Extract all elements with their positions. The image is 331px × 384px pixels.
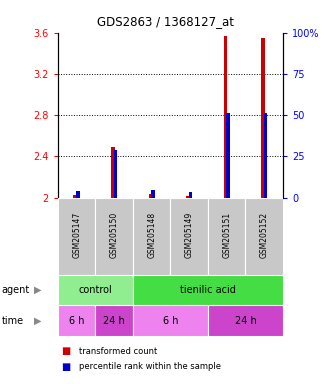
Bar — [58, 305, 95, 336]
Text: ▶: ▶ — [34, 316, 42, 326]
Bar — [58, 198, 95, 275]
Bar — [114, 150, 118, 198]
Text: transformed count: transformed count — [79, 347, 158, 356]
Text: ■: ■ — [61, 346, 71, 356]
Bar — [223, 36, 227, 198]
Text: 6 h: 6 h — [69, 316, 84, 326]
Text: GSM205151: GSM205151 — [222, 212, 231, 258]
Text: GSM205149: GSM205149 — [185, 212, 194, 258]
Text: ▶: ▶ — [34, 285, 42, 295]
Text: agent: agent — [2, 285, 30, 295]
Bar — [73, 195, 77, 198]
Bar — [226, 113, 230, 198]
Bar — [149, 194, 152, 198]
Bar — [186, 196, 190, 198]
Text: ■: ■ — [61, 362, 71, 372]
Bar — [95, 198, 133, 275]
Bar — [246, 198, 283, 275]
Bar — [208, 198, 246, 275]
Bar — [264, 113, 267, 198]
Text: tienilic acid: tienilic acid — [180, 285, 236, 295]
Bar — [133, 275, 283, 305]
Text: 6 h: 6 h — [163, 316, 178, 326]
Bar — [208, 305, 283, 336]
Bar — [189, 192, 192, 198]
Text: GDS2863 / 1368127_at: GDS2863 / 1368127_at — [97, 15, 234, 28]
Text: GSM205147: GSM205147 — [72, 212, 81, 258]
Bar — [133, 305, 208, 336]
Text: control: control — [78, 285, 112, 295]
Text: GSM205150: GSM205150 — [110, 212, 119, 258]
Bar — [170, 198, 208, 275]
Bar — [133, 198, 170, 275]
Bar — [95, 305, 133, 336]
Bar — [111, 147, 115, 198]
Bar — [76, 190, 80, 198]
Bar — [151, 190, 155, 198]
Text: GSM205152: GSM205152 — [260, 212, 269, 258]
Text: GSM205148: GSM205148 — [147, 212, 156, 258]
Text: percentile rank within the sample: percentile rank within the sample — [79, 362, 221, 371]
Text: 24 h: 24 h — [235, 316, 257, 326]
Text: 24 h: 24 h — [103, 316, 125, 326]
Text: time: time — [2, 316, 24, 326]
Bar — [58, 275, 133, 305]
Bar — [261, 38, 265, 198]
